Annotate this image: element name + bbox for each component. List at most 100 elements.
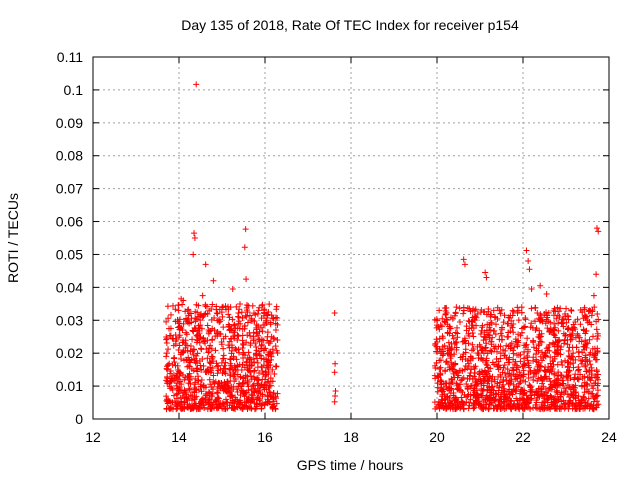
data-point: [178, 381, 185, 388]
data-point: [568, 353, 575, 360]
data-point: [459, 338, 466, 345]
data-point: [197, 406, 204, 413]
data-point: [241, 352, 248, 359]
data-point: [169, 386, 176, 393]
data-point: [248, 376, 255, 383]
data-point: [536, 342, 543, 349]
x-tick-labels: 12 14 16 18 20 22 24: [85, 429, 617, 445]
data-point: [475, 350, 482, 357]
data-point: [165, 361, 172, 368]
data-point: [537, 374, 544, 381]
data-point: [234, 332, 241, 339]
data-point: [437, 364, 444, 371]
x-tick-label: 18: [343, 429, 359, 445]
data-point: [244, 319, 251, 326]
data-point: [202, 261, 209, 268]
data-point: [580, 394, 587, 401]
data-point: [331, 398, 338, 405]
data-point: [452, 339, 459, 346]
data-point: [449, 366, 456, 373]
data-point: [491, 396, 498, 403]
data-point: [190, 328, 197, 335]
data-point: [488, 392, 495, 399]
data-point: [433, 359, 440, 366]
data-point: [243, 313, 250, 320]
data-point: [484, 380, 491, 387]
data-point: [500, 388, 507, 395]
data-point: [174, 385, 181, 392]
data-point: [437, 372, 444, 379]
data-point: [269, 405, 276, 412]
data-point: [254, 359, 261, 366]
data-point: [207, 392, 214, 399]
data-point: [436, 326, 443, 333]
data-point: [447, 346, 454, 353]
data-point: [210, 372, 217, 379]
data-point: [565, 400, 572, 407]
data-point: [558, 372, 565, 379]
data-point: [169, 302, 176, 309]
data-point: [488, 384, 495, 391]
data-point: [549, 339, 556, 346]
data-point: [257, 352, 264, 359]
data-point: [186, 386, 193, 393]
data-point: [239, 344, 246, 351]
data-point: [259, 376, 266, 383]
data-point: [473, 387, 480, 394]
data-point: [448, 359, 455, 366]
data-point: [595, 228, 602, 235]
data-point: [251, 387, 258, 394]
data-point: [167, 332, 174, 339]
data-point: [209, 336, 216, 343]
data-point: [549, 383, 556, 390]
data-point: [518, 309, 525, 316]
data-point: [591, 398, 598, 405]
data-point: [171, 392, 178, 399]
data-point: [253, 343, 260, 350]
data-point: [237, 373, 244, 380]
data-point: [256, 304, 263, 311]
data-point: [222, 365, 229, 372]
data-point: [593, 326, 600, 333]
data-point: [577, 371, 584, 378]
data-point: [266, 389, 273, 396]
data-point: [252, 350, 259, 357]
data-point: [517, 332, 524, 339]
data-point: [446, 380, 453, 387]
data-point: [487, 311, 494, 318]
data-point: [269, 395, 276, 402]
data-point: [498, 332, 505, 339]
data-point: [532, 318, 539, 325]
data-point: [444, 361, 451, 368]
data-point: [543, 290, 550, 297]
data-point: [180, 371, 187, 378]
data-point: [239, 380, 246, 387]
data-point: [543, 316, 550, 323]
data-point: [221, 379, 228, 386]
data-point: [555, 320, 562, 327]
data-point: [179, 404, 186, 411]
data-point: [568, 383, 575, 390]
data-point: [192, 375, 199, 382]
data-point: [501, 312, 508, 319]
data-point: [192, 355, 199, 362]
data-point: [478, 392, 485, 399]
data-point: [563, 305, 570, 312]
data-point: [510, 329, 517, 336]
data-point: [255, 385, 262, 392]
data-point: [576, 399, 583, 406]
data-point: [170, 371, 177, 378]
data-point: [188, 397, 195, 404]
data-point: [564, 341, 571, 348]
data-point: [583, 402, 590, 409]
data-point: [459, 353, 466, 360]
data-point: [558, 389, 565, 396]
data-point: [546, 328, 553, 335]
data-point: [222, 359, 229, 366]
data-point: [508, 388, 515, 395]
data-point: [593, 271, 600, 278]
data-point: [585, 308, 592, 315]
data-point: [456, 319, 463, 326]
data-point: [251, 367, 258, 374]
data-point: [511, 344, 518, 351]
